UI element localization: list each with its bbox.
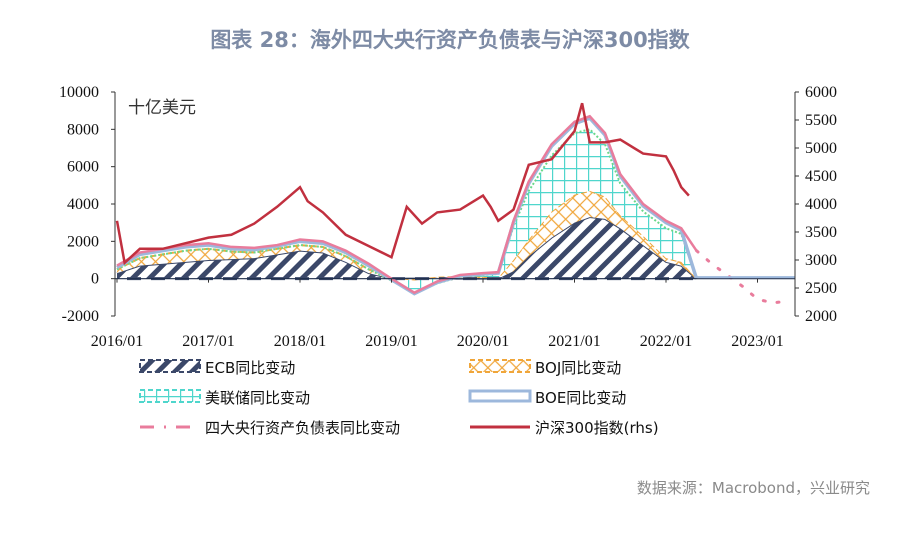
- legend-swatch: [468, 389, 532, 403]
- chart-title: 图表 28：海外四大央行资产负债表与沪深300指数: [210, 28, 690, 52]
- legend-swatch: [139, 359, 201, 373]
- legend-label: 沪深300指数(rhs): [535, 419, 659, 437]
- unit-label: 十亿美元: [128, 98, 196, 118]
- legend-label: BOE同比变动: [535, 389, 626, 407]
- x-tick-label: 2020/01: [457, 333, 509, 350]
- legend-item: 美联储同比变动: [139, 389, 310, 407]
- legend-item: 四大央行资产负债表同比变动: [140, 419, 400, 437]
- x-tick-label: 2019/01: [365, 333, 417, 350]
- right-tick-label: 3000: [805, 252, 837, 269]
- legend-item: BOJ同比变动: [469, 359, 621, 377]
- legend-label: 四大央行资产负债表同比变动: [205, 419, 400, 437]
- x-tick-label: 2018/01: [274, 333, 326, 350]
- legend-label: ECB同比变动: [205, 359, 295, 377]
- area-0: [117, 217, 697, 279]
- csi300-line: [115, 102, 690, 266]
- x-tick-label: 2022/01: [640, 333, 692, 350]
- left-tick-label: 10000: [59, 84, 99, 101]
- left-tick-label: 6000: [67, 159, 99, 176]
- legend-swatch: [469, 359, 531, 373]
- right-tick-label: 3500: [805, 224, 837, 241]
- source-note: 数据来源：Macrobond，兴业研究: [636, 479, 870, 497]
- legend-swatch: [139, 389, 201, 403]
- left-tick-label: 4000: [67, 196, 99, 213]
- total-line-forecast: [695, 249, 790, 305]
- right-tick-label: 4500: [805, 168, 837, 185]
- legend-item: BOE同比变动: [468, 389, 626, 407]
- x-tick-label: 2023/01: [731, 333, 783, 350]
- area-edge-1: [116, 189, 698, 282]
- x-tick-label: 2016/01: [91, 333, 143, 350]
- right-tick-label: 2500: [805, 280, 837, 297]
- x-tick-label: 2021/01: [548, 333, 600, 350]
- x-tick-label: 2017/01: [182, 333, 234, 350]
- right-tick-label: 6000: [805, 84, 837, 101]
- right-tick-label: 4000: [805, 196, 837, 213]
- area-1: [117, 190, 697, 281]
- total-line: [116, 114, 698, 295]
- legend-label: BOJ同比变动: [535, 359, 621, 377]
- left-tick-label: 2000: [67, 233, 99, 250]
- legend-item: ECB同比变动: [139, 359, 295, 377]
- legend-item: 沪深300指数(rhs): [470, 419, 659, 437]
- left-tick-label: 8000: [67, 121, 99, 138]
- right-tick-label: 5000: [805, 140, 837, 157]
- right-tick-label: 5500: [805, 112, 837, 129]
- area-2: [117, 129, 697, 294]
- left-tick-label: 0: [91, 271, 99, 288]
- legend-label: 美联储同比变动: [205, 389, 310, 407]
- left-tick-label: -2000: [62, 308, 99, 325]
- right-tick-label: 2000: [805, 308, 837, 325]
